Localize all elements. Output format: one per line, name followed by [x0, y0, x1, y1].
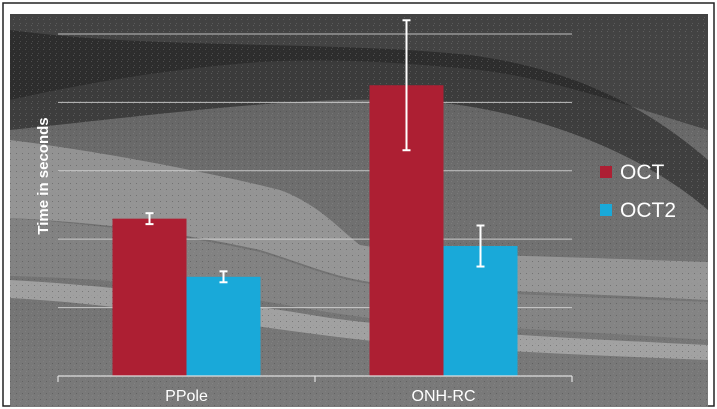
- x-axis: [57, 375, 573, 382]
- bar-oct-ppole: [112, 218, 187, 376]
- x-tick-labels: PPole ONH-RC: [165, 388, 475, 405]
- y-axis-label: Time in seconds: [35, 117, 52, 234]
- error-bars-group: [145, 19, 485, 284]
- bar-oct2-ppole: [186, 276, 261, 376]
- legend-swatch-oct2: [600, 204, 612, 216]
- legend-swatch-oct: [600, 166, 612, 178]
- legend: OCT OCT2: [600, 161, 676, 222]
- bars-group: [112, 85, 518, 377]
- bar-oct2-onh-rc: [443, 246, 518, 376]
- x-tick-label: ONH-RC: [412, 388, 476, 405]
- x-tick-label: PPole: [165, 388, 208, 405]
- legend-label-oct2: OCT2: [620, 199, 676, 222]
- legend-label-oct: OCT: [620, 161, 665, 184]
